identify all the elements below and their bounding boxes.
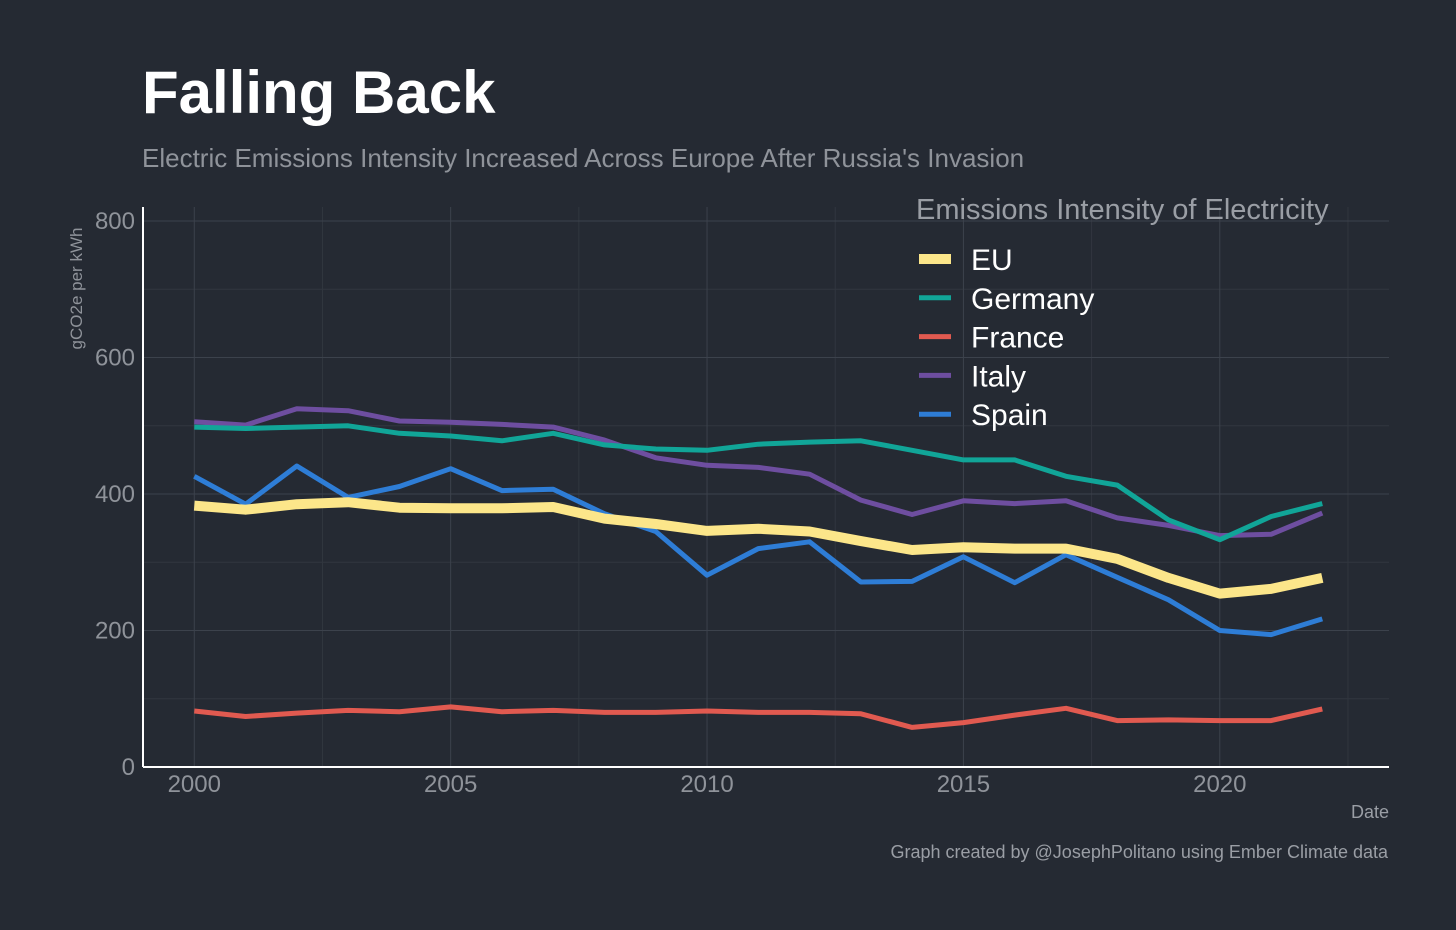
grid-lines xyxy=(143,207,1389,767)
series-line-france xyxy=(194,704,1323,730)
y-tick-label: 800 xyxy=(95,208,135,235)
x-tick-label: 2005 xyxy=(424,771,477,798)
series-line-germany xyxy=(194,423,1323,543)
legend-label-germany: Germany xyxy=(971,283,1094,316)
series-line-spain xyxy=(193,463,1324,638)
y-tick-label: 600 xyxy=(95,345,135,372)
legend-label-eu: EU xyxy=(971,244,1013,277)
source-caption: Graph created by @JosephPolitano using E… xyxy=(890,842,1388,862)
x-tick-label: 2010 xyxy=(680,771,733,798)
y-tick-label: 400 xyxy=(95,481,135,508)
x-tick-label: 2020 xyxy=(1193,771,1246,798)
legend: Emissions Intensity of Electricity EU Germ… xyxy=(916,194,1329,432)
chart-subtitle: Electric Emissions Intensity Increased A… xyxy=(142,143,1025,173)
legend-label-spain: Spain xyxy=(971,399,1048,432)
x-tick-label: 2000 xyxy=(168,771,221,798)
y-tick-label: 0 xyxy=(122,754,135,781)
legend-title: Emissions Intensity of Electricity xyxy=(916,194,1329,226)
x-tick-label: 2015 xyxy=(937,771,990,798)
legend-label-italy: Italy xyxy=(971,360,1026,393)
series-lines xyxy=(193,406,1324,730)
axes: 2000 2005 2010 2015 2020 0 200 400 600 800 gCO2e p… xyxy=(67,207,1389,822)
y-axis-label: gCO2e per kWh xyxy=(67,228,86,350)
series-line-eu xyxy=(193,497,1324,599)
y-tick-label: 200 xyxy=(95,618,135,645)
chart-title: Falling Back xyxy=(142,59,496,126)
x-axis-label: Date xyxy=(1351,802,1389,822)
legend-label-france: France xyxy=(971,322,1064,355)
series-line-italy xyxy=(194,406,1324,539)
